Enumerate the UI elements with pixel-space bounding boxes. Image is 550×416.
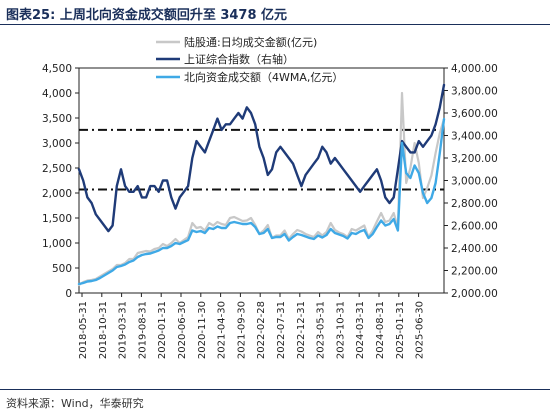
left-tick-label: 2,500 [42, 163, 72, 175]
title-rule [0, 24, 550, 25]
left-tick-label: 0 [65, 288, 72, 300]
right-tick-label: 3,600.00 [451, 108, 498, 120]
series-line-3 [77, 117, 446, 286]
x-tick-label: 2024-08-31 [375, 301, 386, 359]
x-tick-label: 2023-05-31 [316, 301, 327, 359]
series-line-1 [77, 91, 446, 287]
x-tick-label: 2022-12-31 [296, 301, 307, 359]
series-layer [77, 83, 446, 287]
source-note: 资料来源：Wind，华泰研究 [6, 397, 144, 410]
x-tick-label: 2020-01-31 [157, 301, 168, 359]
right-tick-label: 2,000.00 [451, 288, 498, 300]
right-tick-label: 3,400.00 [451, 131, 498, 143]
x-tick-label: 2025-01-31 [395, 301, 406, 359]
source-rule [0, 389, 550, 390]
x-tick-label: 2025-06-30 [415, 301, 426, 359]
chart: 0 500 1,000 1,500 2,000 2,500 3,000 3,500 4,000 4… [42, 35, 498, 359]
legend-label: 陆股通:日均成交金额(亿元) [184, 35, 317, 49]
right-tick-label: 2,200.00 [451, 266, 498, 278]
x-tick-label: 2018-10-31 [98, 301, 109, 359]
right-tick-label: 2,600.00 [451, 221, 498, 233]
legend: 陆股通:日均成交金额(亿元) 上证综合指数（右轴） 北向资金成交额（4WMA,亿元） [156, 35, 343, 84]
right-tick-label: 3,800.00 [451, 86, 498, 98]
left-tick-label: 2,000 [42, 188, 72, 200]
left-tick-label: 500 [52, 263, 72, 275]
reference-lines [79, 128, 444, 191]
left-tick-label: 3,000 [42, 138, 72, 150]
x-tick-label: 2022-02-28 [256, 301, 267, 359]
x-tick-label: 2022-07-31 [276, 301, 287, 359]
x-tick-label: 2021-09-30 [236, 301, 247, 359]
left-tick-label: 1,000 [42, 238, 72, 250]
x-axis-ticks: 2018-05-31 2018-10-31 2019-03-31 2019-08-31… [78, 293, 426, 359]
left-axis-ticks: 0 500 1,000 1,500 2,000 2,500 3,000 3,500 4,000 4… [42, 63, 79, 300]
right-tick-label: 2,400.00 [451, 243, 498, 255]
x-tick-label: 2023-10-31 [335, 301, 346, 359]
right-tick-label: 2,800.00 [451, 198, 498, 210]
left-tick-label: 1,500 [42, 213, 72, 225]
x-tick-label: 2024-03-31 [355, 301, 366, 359]
x-tick-label: 2019-08-31 [137, 301, 148, 359]
right-tick-label: 3,000.00 [451, 176, 498, 188]
right-tick-label: 3,200.00 [451, 153, 498, 165]
series-line-2 [77, 83, 446, 233]
right-axis-ticks: 2,000.00 2,200.00 2,400.00 2,600.00 2,800.00… [444, 63, 498, 300]
left-tick-label: 4,000 [42, 88, 72, 100]
figure-title: 图表25: 上周北向资金成交额回升至 3478 亿元 [6, 8, 288, 23]
x-tick-label: 2019-03-31 [118, 301, 129, 359]
left-tick-label: 3,500 [42, 113, 72, 125]
legend-label: 上证综合指数（右轴） [184, 52, 294, 66]
x-tick-label: 2018-05-31 [78, 301, 89, 359]
right-tick-label: 4,000.00 [451, 63, 498, 75]
x-tick-label: 2020-11-30 [197, 301, 208, 359]
x-tick-label: 2020-06-30 [177, 301, 188, 359]
left-tick-label: 4,500 [42, 63, 72, 75]
legend-label: 北向资金成交额（4WMA,亿元） [184, 70, 343, 84]
x-tick-label: 2021-04-30 [217, 301, 228, 359]
